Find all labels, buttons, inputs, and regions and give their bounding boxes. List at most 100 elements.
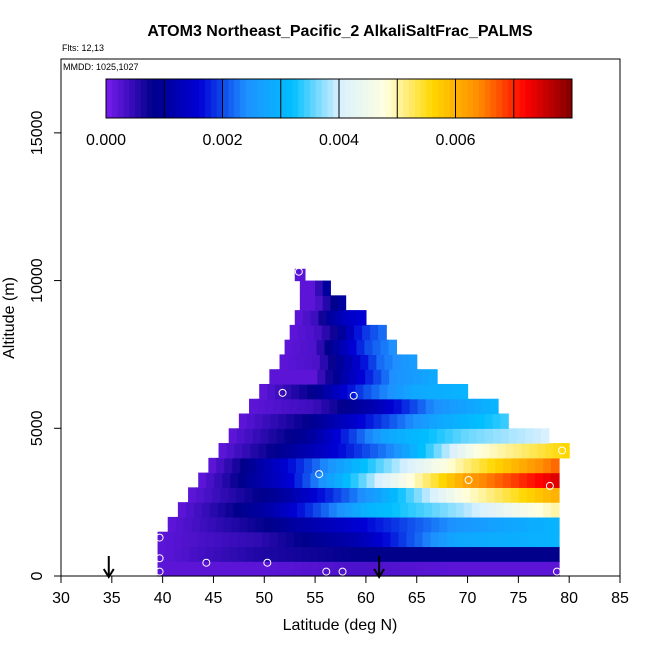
heatmap-cell — [431, 502, 441, 518]
heatmap-cell — [372, 339, 382, 356]
colorbar-swatch — [129, 79, 136, 118]
heatmap-cell — [486, 531, 496, 548]
heatmap-cell — [261, 561, 271, 577]
heatmap-cell — [286, 561, 295, 577]
heatmap-cell — [502, 531, 512, 548]
heatmap-cell — [242, 443, 252, 459]
heatmap-cell — [313, 324, 323, 341]
heatmap-cell — [342, 561, 351, 577]
heatmap-cell — [463, 457, 472, 474]
colorbar-swatch — [502, 79, 509, 118]
heatmap-cell — [289, 502, 298, 518]
heatmap-cell — [327, 516, 337, 533]
heatmap-cell — [460, 413, 470, 429]
heatmap-cell — [309, 487, 318, 503]
heatmap-cell — [360, 502, 370, 518]
heatmap-cell — [318, 413, 327, 429]
heatmap-cell — [430, 472, 440, 488]
heatmap-cell — [271, 516, 281, 533]
heatmap-cell — [295, 516, 305, 533]
heatmap-cell — [406, 561, 416, 577]
heatmap-cell — [375, 516, 384, 533]
colorbar-swatch — [304, 79, 311, 118]
heatmap-cell — [318, 546, 327, 562]
heatmap-cell — [332, 428, 342, 444]
heatmap-cell — [326, 310, 335, 326]
heatmap-cell — [473, 398, 483, 415]
heatmap-cell — [329, 398, 338, 415]
x-axis-ticks: 30 35 40 45 50 55 60 65 70 75 80 85 — [52, 576, 629, 607]
heatmap-cell — [414, 531, 424, 548]
heatmap-cell — [405, 487, 415, 503]
heatmap-cell — [284, 487, 294, 503]
heatmap-cell — [495, 457, 504, 474]
x-tick-label: 75 — [509, 590, 527, 607]
heatmap-cell — [444, 428, 454, 444]
heatmap-cell — [542, 546, 552, 562]
heatmap-cell — [241, 502, 250, 518]
colorbar-swatch — [158, 79, 165, 118]
heatmap-cell — [280, 457, 289, 474]
heatmap-cell — [250, 443, 259, 459]
heatmap-cell — [266, 443, 275, 459]
heatmap-cell — [201, 502, 211, 518]
sample-point — [278, 388, 287, 397]
heatmap-cell — [341, 487, 350, 503]
heatmap-cell — [284, 428, 294, 444]
x-tick-label: 30 — [52, 590, 70, 607]
heatmap-cell — [357, 413, 367, 429]
heatmap-cell — [292, 339, 302, 356]
heatmap-cell — [237, 531, 247, 548]
heatmap-cell — [405, 369, 414, 385]
heatmap-cell — [181, 546, 191, 562]
heatmap-cell — [537, 443, 546, 459]
heatmap-cell — [360, 354, 369, 370]
heatmap-cell — [449, 443, 459, 459]
heatmap-cell — [286, 413, 295, 429]
heatmap-cell — [389, 369, 398, 385]
heatmap-cell — [296, 457, 305, 474]
heatmap-cell — [343, 516, 352, 533]
heatmap-cell — [308, 428, 318, 444]
heatmap-cell — [460, 428, 470, 444]
heatmap-cell — [478, 561, 488, 577]
heatmap-cell — [260, 428, 270, 444]
heatmap-cell — [270, 413, 280, 429]
heatmap-cell — [551, 457, 560, 474]
heatmap-cell — [365, 413, 375, 429]
heatmap-cell — [409, 443, 419, 459]
heatmap-cell — [315, 295, 324, 311]
heatmap-cell — [430, 546, 440, 562]
heatmap-cell — [341, 369, 350, 385]
heatmap-cell — [465, 398, 475, 415]
heatmap-cell — [390, 546, 400, 562]
heatmap-cell — [238, 413, 248, 429]
heatmap-cell — [253, 561, 263, 577]
heatmap-cell — [240, 457, 249, 474]
heatmap-cell — [261, 546, 271, 562]
colorbar-swatch — [467, 79, 474, 118]
heatmap-cell — [436, 428, 446, 444]
heatmap-cell — [302, 531, 311, 548]
heatmap-cell — [351, 516, 360, 533]
heatmap-cell — [245, 561, 255, 577]
heatmap-cell — [246, 413, 256, 429]
heatmap-cell — [378, 324, 387, 341]
heatmap-cell — [299, 280, 309, 296]
heatmap-cell — [310, 472, 320, 488]
heatmap-cell — [457, 398, 467, 415]
heatmap-cell — [343, 457, 353, 474]
heatmap-cell — [505, 443, 514, 459]
heatmap-cell — [295, 354, 305, 370]
x-axis-label: Latitude (deg N) — [283, 617, 398, 634]
heatmap-cell — [444, 413, 454, 429]
heatmap-cell — [268, 428, 278, 444]
heatmap-cell — [300, 487, 310, 503]
heatmap-cell — [310, 546, 319, 562]
heatmap-cell — [181, 561, 191, 577]
heatmap-cell — [205, 531, 215, 548]
colorbar-swatch — [321, 79, 328, 118]
colorbar-swatch — [187, 79, 194, 118]
heatmap-cell — [177, 502, 187, 518]
heatmap-cell — [398, 472, 408, 488]
